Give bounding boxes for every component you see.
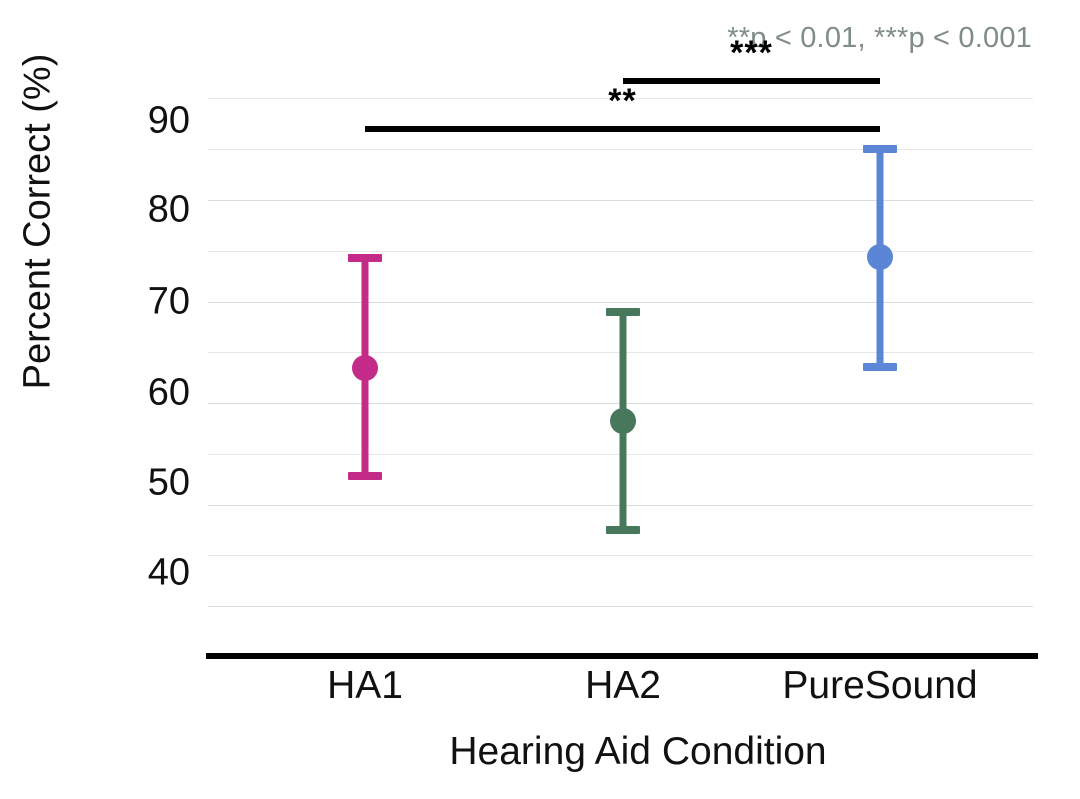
pvalue-annotation: **p < 0.01, ***p < 0.001 — [727, 22, 1032, 54]
y-tick-label-40: 40 — [147, 551, 190, 594]
y-tick-label-80: 80 — [147, 188, 190, 231]
gridline-80 — [208, 200, 1033, 202]
gridline-40 — [208, 606, 1033, 608]
plot-area: *** ** — [208, 34, 1033, 658]
error-bar-cap-upper-ha1 — [348, 253, 382, 262]
y-tick-label-60: 60 — [147, 371, 190, 414]
gridline-70 — [208, 301, 1033, 303]
significance-bar-ha1-puresound — [365, 125, 880, 132]
x-axis-spine — [206, 653, 1038, 659]
error-bar-cap-lower-puresound — [863, 362, 897, 371]
y-tick-label-70: 70 — [147, 280, 190, 323]
y-tick-label-50: 50 — [147, 461, 190, 504]
y-axis-title: Percent Correct (%) — [16, 53, 59, 390]
marker-ha2 — [610, 408, 636, 435]
error-bar-cap-upper-ha2 — [606, 307, 640, 316]
error-bar-cap-lower-ha2 — [606, 526, 640, 535]
marker-ha1 — [352, 354, 378, 381]
gridline-75 — [208, 250, 1033, 252]
significance-bar-ha2-puresound — [623, 78, 880, 85]
significance-label-2: ** — [608, 81, 637, 120]
x-tick-label-ha2: HA2 — [585, 664, 661, 707]
x-tick-label-puresound: PureSound — [782, 664, 978, 707]
gridline-85 — [208, 149, 1033, 151]
gridline-90 — [208, 98, 1033, 100]
error-bar-cap-lower-ha1 — [348, 472, 382, 481]
x-tick-label-ha1: HA1 — [327, 664, 403, 707]
y-tick-label-90: 90 — [147, 99, 190, 142]
gridline-45 — [208, 555, 1033, 557]
error-bar-cap-upper-puresound — [863, 145, 897, 154]
significance-label-3: *** — [730, 34, 773, 73]
marker-puresound — [867, 243, 893, 270]
x-axis-title: Hearing Aid Condition — [449, 730, 827, 773]
